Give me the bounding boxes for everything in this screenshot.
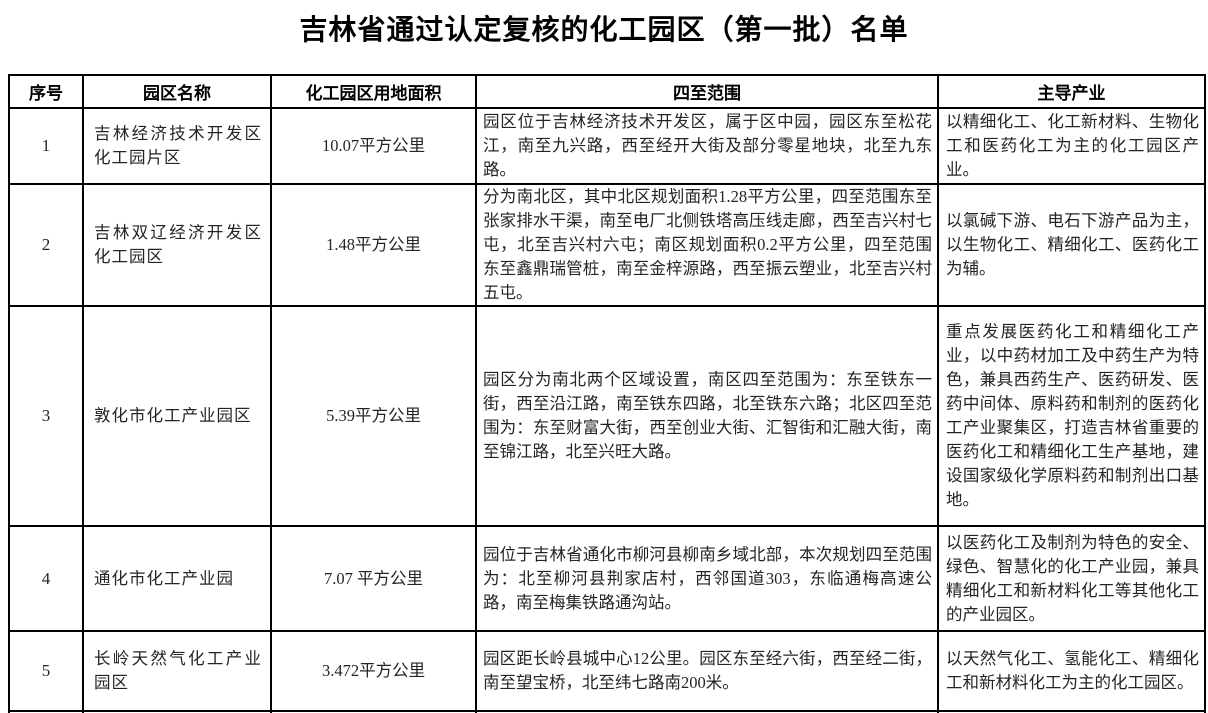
column-header-park-name: 园区名称 [82,74,272,109]
cell-empty [8,710,84,713]
cell-park-name: 吉林双辽经济开发区化工园区 [82,183,272,307]
cell-land-area: 10.07平方公里 [270,107,477,185]
cell-land-area: 7.07 平方公里 [270,525,477,632]
cell-park-name: 吉林经济技术开发区化工园片区 [82,107,272,185]
cell-index: 5 [8,630,84,712]
cell-leading-industry: 以天然气化工、氢能化工、精细化工和新材料化工为主的化工园区。 [937,630,1206,712]
table-header-row: 序号 园区名称 化工园区用地面积 四至范围 主导产业 [8,74,1206,109]
table-row: 5 长岭天然气化工产业园区 3.472平方公里 园区距长岭县城中心12公里。园区… [8,630,1206,712]
column-header-land-area: 化工园区用地面积 [270,74,477,109]
page-title: 吉林省通过认定复核的化工园区（第一批）名单 [299,14,909,45]
cell-leading-industry: 以氯碱下游、电石下游产品为主，以生物化工、精细化工、医药化工为辅。 [937,183,1206,307]
cell-boundary: 园区距长岭县城中心12公里。园区东至经六街，西至经二街，南至望宝桥，北至纬七路南… [475,630,939,712]
cell-index: 3 [8,305,84,527]
cell-land-area: 5.39平方公里 [270,305,477,527]
cell-empty [475,710,939,713]
cell-index: 4 [8,525,84,632]
cell-empty [82,710,272,713]
cell-empty [937,710,1206,713]
column-header-boundary: 四至范围 [475,74,939,109]
cell-index: 2 [8,183,84,307]
cell-leading-industry: 以医药化工及制剂为特色的安全、绿色、智慧化的化工产业园，兼具精细化工和新材料化工… [937,525,1206,632]
table-row-partial [8,710,1206,713]
cell-park-name: 通化市化工产业园 [82,525,272,632]
cell-index: 1 [8,107,84,185]
cell-boundary: 园区位于吉林经济技术开发区，属于区中园，园区东至松花江，南至九兴路，西至经开大街… [475,107,939,185]
cell-park-name: 长岭天然气化工产业园区 [82,630,272,712]
table-row: 3 敦化市化工产业园区 5.39平方公里 园区分为南北两个区域设置，南区四至范围… [8,305,1206,527]
column-header-leading-industry: 主导产业 [937,74,1206,109]
cell-boundary: 园区分为南北两个区域设置，南区四至范围为：东至铁东一街，西至沿江路，南至铁东四路… [475,305,939,527]
column-header-index: 序号 [8,74,84,109]
cell-empty [270,710,477,713]
cell-land-area: 1.48平方公里 [270,183,477,307]
cell-boundary: 园位于吉林省通化市柳河县柳南乡域北部，本次规划四至范围为：北至柳河县荆家店村，西… [475,525,939,632]
cell-park-name: 敦化市化工产业园区 [82,305,272,527]
table-row: 4 通化市化工产业园 7.07 平方公里 园位于吉林省通化市柳河县柳南乡域北部，… [8,525,1206,632]
table-row: 1 吉林经济技术开发区化工园片区 10.07平方公里 园区位于吉林经济技术开发区… [8,107,1206,185]
cell-boundary: 分为南北区，其中北区规划面积1.28平方公里，四至范围东至张家排水干渠，南至电厂… [475,183,939,307]
chemical-parks-table: 序号 园区名称 化工园区用地面积 四至范围 主导产业 1 吉林经济技术开发区化工… [8,74,1206,713]
cell-land-area: 3.472平方公里 [270,630,477,712]
table-row: 2 吉林双辽经济开发区化工园区 1.48平方公里 分为南北区，其中北区规划面积1… [8,183,1206,307]
cell-leading-industry: 以精细化工、化工新材料、生物化工和医药化工为主的化工园区产业。 [937,107,1206,185]
cell-leading-industry: 重点发展医药化工和精细化工产业，以中药材加工及中药生产为特色，兼具西药生产、医药… [937,305,1206,527]
